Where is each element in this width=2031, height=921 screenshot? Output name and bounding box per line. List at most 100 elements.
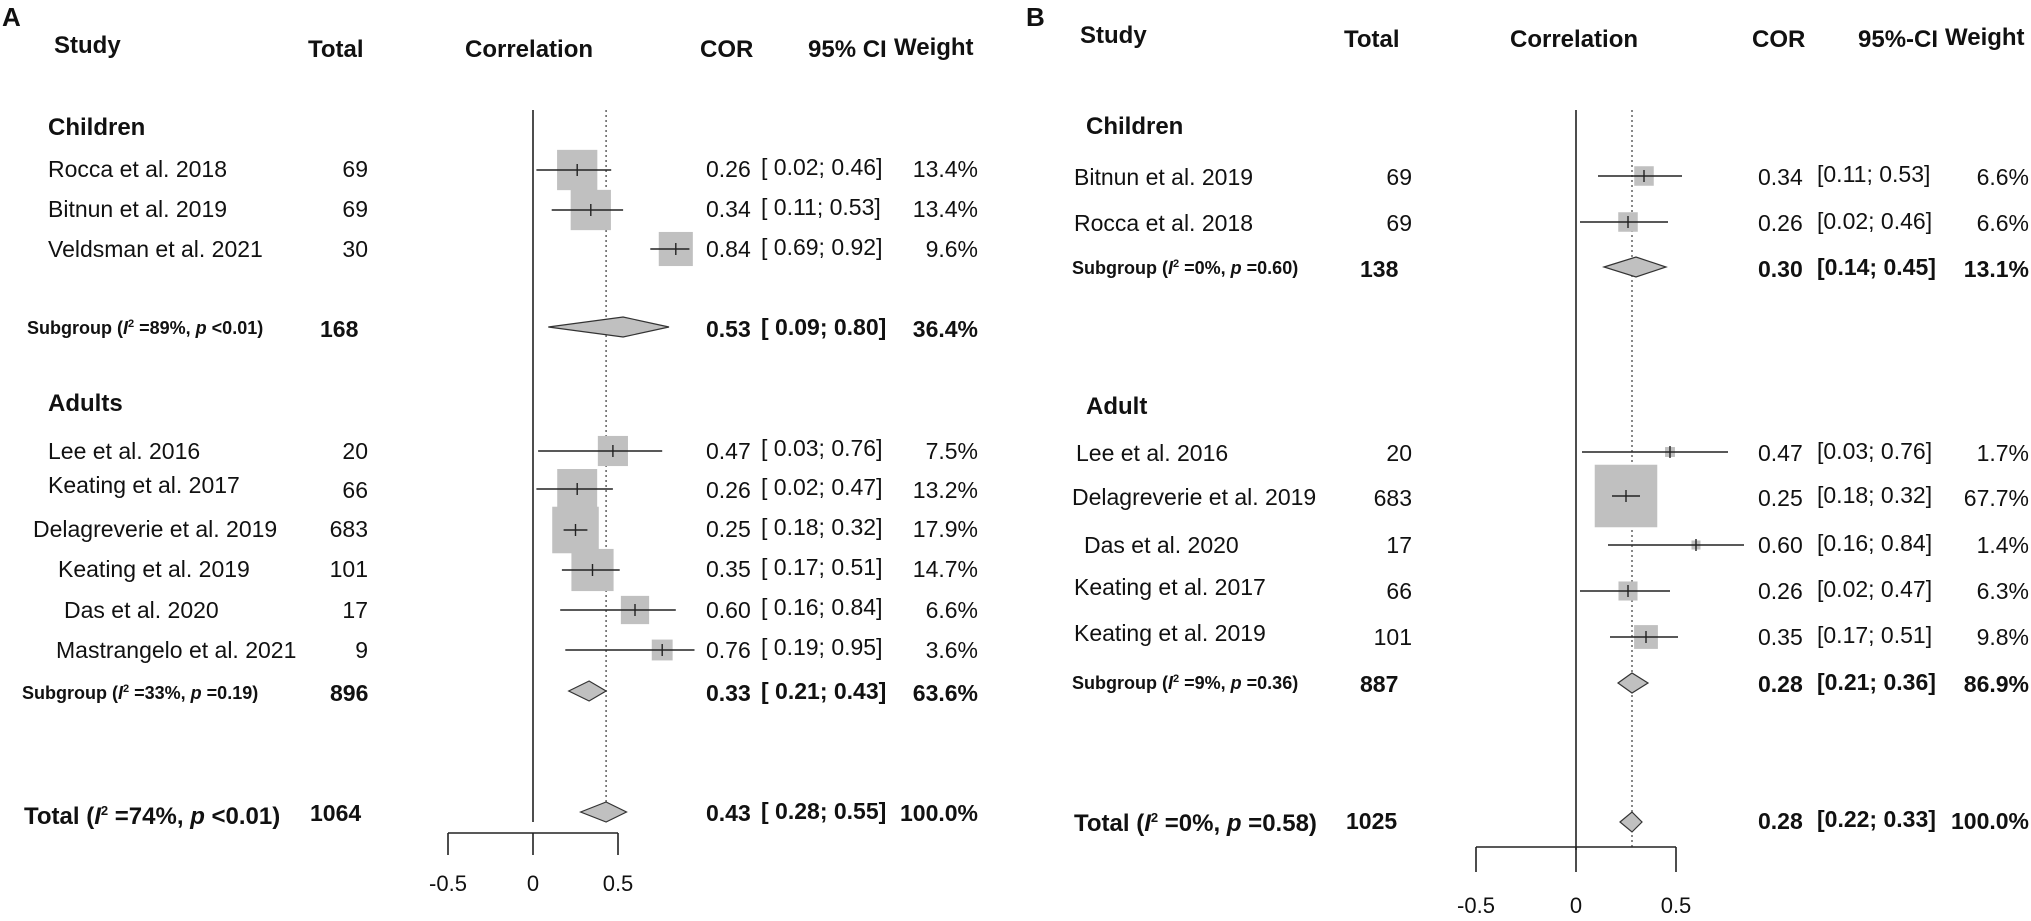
study-ci: [ 0.18; 0.32] — [761, 514, 883, 540]
study-name: Bitnun et al. 2019 — [48, 196, 228, 222]
subgroup-diamond — [567, 680, 608, 702]
header-weight: Weight — [1945, 24, 2025, 51]
header-study: Study — [54, 32, 121, 59]
study-cor: 0.76 — [706, 637, 751, 663]
study-ci: [ 0.69; 0.92] — [761, 234, 883, 260]
header-study: Study — [1080, 22, 1147, 49]
study-total: 20 — [1386, 440, 1412, 466]
subgroup-total: 138 — [1360, 256, 1399, 282]
study-cor: 0.47 — [1758, 440, 1803, 466]
study-ci: [0.17; 0.51] — [1817, 622, 1933, 648]
study-ci: [0.16; 0.84] — [1817, 530, 1933, 556]
study-total: 30 — [342, 236, 368, 262]
study-cor: 0.35 — [706, 556, 751, 582]
study-weight: 1.7% — [1976, 440, 2029, 466]
study-ci: [ 0.17; 0.51] — [761, 554, 883, 580]
study-name: Keating et al. 2019 — [58, 556, 250, 582]
study-cor: 0.26 — [1758, 210, 1803, 236]
subgroup-label: Subgroup (I2 =9%, p =0.36) — [1072, 673, 1299, 693]
study-total: 69 — [1386, 164, 1412, 190]
subgroup-diamond — [1616, 672, 1650, 694]
study-total: 69 — [1386, 210, 1412, 236]
forest-plot-a: A Study Total Correlation COR 95% CI Wei… — [0, 0, 1000, 921]
x-tick-label: 0 — [527, 871, 539, 896]
study-weight: 1.4% — [1976, 532, 2029, 558]
study-weight: 14.7% — [912, 556, 978, 582]
header-cor: COR — [1752, 26, 1806, 53]
study-cor: 0.34 — [1758, 164, 1803, 190]
x-tick-label: -0.5 — [1457, 893, 1495, 918]
study-cor: 0.25 — [706, 516, 751, 542]
study-name: Rocca et al. 2018 — [1074, 210, 1254, 236]
study-total: 683 — [329, 516, 368, 542]
study-weight: 6.6% — [1976, 210, 2029, 236]
subgroup-label: Subgroup (I2 =89%, p <0.01) — [27, 318, 264, 338]
subgroup-weight: 36.4% — [912, 316, 978, 342]
study-name: Keating et al. 2017 — [48, 472, 240, 498]
subgroup-total: 168 — [320, 316, 359, 342]
study-cor: 0.34 — [706, 196, 751, 222]
study-total: 66 — [1386, 578, 1412, 604]
subgroup-weight: 13.1% — [1963, 256, 2029, 282]
overall-weight: 100.0% — [899, 800, 978, 826]
study-cor: 0.25 — [1758, 485, 1803, 511]
header-total: Total — [308, 36, 364, 63]
study-name: Keating et al. 2019 — [1074, 620, 1266, 646]
x-tick-label: 0.5 — [1661, 893, 1692, 918]
study-total: 17 — [1386, 532, 1412, 558]
subgroup-weight: 86.9% — [1963, 671, 2029, 697]
header-ci: 95% CI — [808, 36, 887, 63]
group-label-children: Children — [1086, 113, 1184, 140]
study-ci: [ 0.02; 0.46] — [761, 154, 883, 180]
study-total: 69 — [342, 196, 368, 222]
study-name: Delagreverie et al. 2019 — [1072, 484, 1317, 510]
study-cor: 0.84 — [706, 236, 751, 262]
subgroup-diamond — [1601, 256, 1668, 278]
header-correlation: Correlation — [1510, 26, 1639, 53]
header-correlation: Correlation — [465, 36, 594, 63]
study-name: Lee et al. 2016 — [48, 438, 201, 464]
study-cor: 0.60 — [1758, 532, 1803, 558]
subgroup-ci: [ 0.09; 0.80] — [761, 314, 887, 340]
subgroup-total: 887 — [1360, 671, 1399, 697]
subgroup-ci: [0.14; 0.45] — [1817, 254, 1936, 280]
study-ci: [ 0.03; 0.76] — [761, 435, 883, 461]
study-cor: 0.35 — [1758, 624, 1803, 650]
study-name: Delagreverie et al. 2019 — [33, 516, 278, 542]
subgroup-cor: 0.53 — [706, 316, 751, 342]
subgroup-total: 896 — [330, 680, 369, 706]
study-name: Bitnun et al. 2019 — [1074, 164, 1254, 190]
forest-plot-b: B Study Total Correlation COR 95%-CI Wei… — [1010, 0, 2031, 921]
overall-label: Total (I2 =0%, p =0.58) — [1074, 810, 1317, 837]
study-weight: 9.8% — [1976, 624, 2029, 650]
header-total: Total — [1344, 26, 1400, 53]
study-cor: 0.47 — [706, 438, 751, 464]
study-total: 101 — [329, 556, 368, 582]
study-total: 9 — [355, 637, 368, 663]
forest-plot-area-b: -0.5 0 0.5 — [1457, 110, 1744, 918]
study-name: Lee et al. 2016 — [1076, 440, 1229, 466]
study-total: 17 — [342, 597, 368, 623]
subgroup-cor: 0.33 — [706, 680, 751, 706]
study-cor: 0.26 — [706, 156, 751, 182]
group-label-children: Children — [48, 114, 146, 141]
study-name: Das et al. 2020 — [1084, 532, 1239, 558]
forest-plot-area-a: -0.5 0 0.5 — [429, 110, 695, 896]
subgroup-label: Subgroup (I2 =0%, p =0.60) — [1072, 258, 1299, 278]
study-ci: [0.18; 0.32] — [1817, 482, 1933, 508]
subgroup-ci: [0.21; 0.36] — [1817, 669, 1936, 695]
study-weight: 9.6% — [925, 236, 978, 262]
study-cor: 0.60 — [706, 597, 751, 623]
study-ci: [0.11; 0.53] — [1817, 161, 1931, 187]
study-name: Rocca et al. 2018 — [48, 156, 228, 182]
panel-letter: A — [2, 2, 21, 32]
study-weight: 13.4% — [912, 196, 978, 222]
overall-diamond — [1619, 811, 1643, 833]
panel-letter: B — [1026, 2, 1045, 32]
study-total: 20 — [342, 438, 368, 464]
header-weight: Weight — [894, 34, 974, 61]
study-weight: 17.9% — [912, 516, 978, 542]
header-cor: COR — [700, 36, 754, 63]
study-total: 69 — [342, 156, 368, 182]
study-ci: [ 0.11; 0.53] — [761, 194, 881, 220]
